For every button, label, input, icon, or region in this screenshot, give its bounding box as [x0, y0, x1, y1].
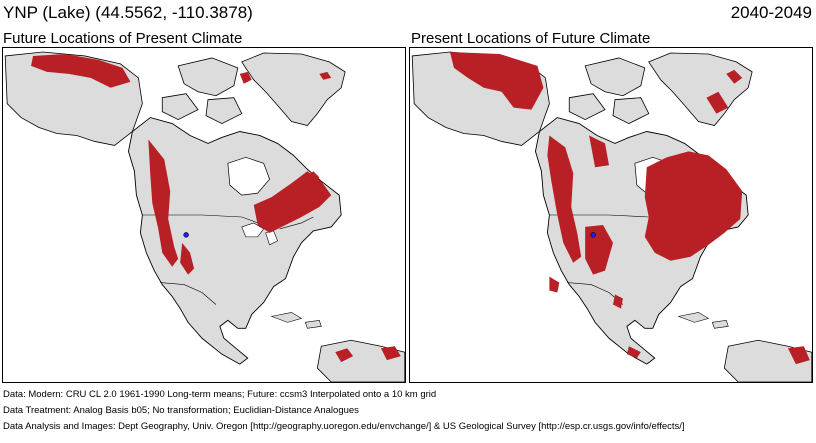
analog-regions-left [31, 53, 401, 363]
north-america-map-left [4, 51, 405, 382]
north-america-mainland [127, 117, 342, 365]
map-panel-future-locations [2, 47, 406, 383]
footer-treatment-line: Data Treatment: Analog Basis b05; No tra… [3, 405, 359, 416]
panel-title-future-locations: Future Locations of Present Climate [3, 30, 243, 47]
north-america-map-right [411, 51, 812, 382]
site-label: YNP (Lake) (44.5562, -110.3878) [3, 3, 253, 22]
footer-data-line: Data: Modern: CRU CL 2.0 1961-1990 Long-… [3, 389, 437, 400]
us-canada-border [142, 214, 314, 230]
south-america-landmass [316, 339, 405, 382]
arctic-islands [568, 57, 650, 124]
site-marker [590, 232, 596, 238]
period-label: 2040-2049 [730, 3, 812, 22]
us-mexico-border [160, 282, 217, 305]
panel-title-present-locations: Present Locations of Future Climate [411, 30, 651, 47]
map-panel-present-locations [409, 47, 813, 383]
caribbean-islands [677, 312, 729, 329]
hudson-bay [227, 156, 271, 196]
site-marker [183, 232, 189, 238]
footer-credits-line: Data Analysis and Images: Dept Geography… [3, 421, 685, 432]
greenland-landmass [241, 52, 346, 126]
caribbean-islands [270, 312, 322, 329]
greenland-landmass [648, 52, 753, 126]
arctic-islands [161, 57, 243, 124]
